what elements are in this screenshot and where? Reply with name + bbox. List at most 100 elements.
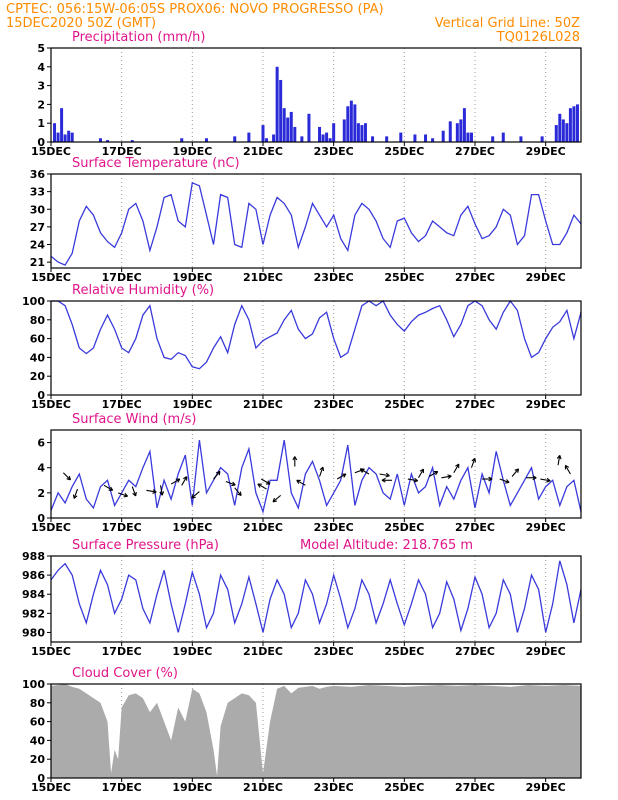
y-tick-label: 4 bbox=[37, 61, 45, 74]
wind-arrow bbox=[540, 477, 551, 483]
precip-bar bbox=[568, 108, 572, 142]
panel-frame bbox=[50, 47, 582, 143]
x-tick-label: 25DEC bbox=[384, 645, 424, 658]
y-tick-label: 4 bbox=[37, 462, 45, 475]
precip-bar bbox=[565, 123, 569, 142]
precip-bar bbox=[318, 126, 322, 142]
y-tick-label: 20 bbox=[30, 370, 46, 383]
x-tick-label: 29DEC bbox=[526, 145, 566, 158]
wind-arrow bbox=[564, 464, 571, 475]
x-tick-label: 29DEC bbox=[526, 781, 566, 794]
precip-bar bbox=[441, 130, 445, 142]
precip-bar bbox=[360, 125, 364, 142]
precip-bar bbox=[60, 108, 64, 142]
x-tick-label: 23DEC bbox=[314, 271, 354, 284]
precip-bar bbox=[519, 136, 523, 142]
panel-title: Surface Wind (m/s) bbox=[72, 412, 196, 427]
wind-arrow bbox=[62, 472, 71, 481]
precip-bar bbox=[346, 106, 350, 142]
precip-bar bbox=[130, 140, 134, 142]
precip-bar bbox=[325, 132, 329, 142]
precip-bar bbox=[371, 136, 375, 142]
wind-arrow bbox=[407, 477, 419, 483]
precip-bar bbox=[491, 136, 495, 142]
x-tick-label: 27DEC bbox=[455, 145, 495, 158]
precip-bar bbox=[67, 130, 71, 142]
header: CPTEC: 056:15W-06:05S PROX06: NOVO PROGR… bbox=[6, 2, 580, 45]
panel-2: Relative Humidity (%) 15DEC 17DEC 19DEC 21DE… bbox=[22, 283, 582, 411]
wind-arrow bbox=[482, 476, 493, 482]
y-tick-label: 33 bbox=[30, 186, 45, 199]
wind-arrow bbox=[159, 485, 165, 496]
precip-bar bbox=[385, 136, 389, 142]
precip-bar bbox=[307, 113, 311, 142]
x-tick-label: 27DEC bbox=[455, 645, 495, 658]
precip-bar bbox=[540, 136, 544, 142]
y-tick-label: 1 bbox=[37, 117, 45, 130]
precip-bar bbox=[342, 119, 346, 142]
wind-arrow bbox=[296, 479, 306, 486]
x-tick-label: 21DEC bbox=[243, 271, 283, 284]
series-line bbox=[50, 560, 582, 633]
y-tick-label: 80 bbox=[30, 697, 46, 710]
y-tick-label: 988 bbox=[22, 550, 45, 563]
x-tick-label: 23DEC bbox=[314, 145, 354, 158]
wind-arrow bbox=[381, 477, 392, 483]
x-tick-label: 19DEC bbox=[172, 398, 212, 411]
wind-arrow bbox=[470, 457, 477, 468]
x-tick-label: 27DEC bbox=[455, 781, 495, 794]
precip-bar bbox=[459, 119, 463, 142]
wind-arrow bbox=[417, 468, 425, 479]
x-tick-label: 15DEC bbox=[31, 145, 71, 158]
precip-bar bbox=[328, 138, 332, 142]
panel-annotation: Model Altitude: 218.765 m bbox=[300, 538, 473, 553]
wind-arrow bbox=[453, 463, 460, 474]
x-tick-label: 29DEC bbox=[526, 398, 566, 411]
panel-3: Surface Wind (m/s) 15DEC 17DEC 19DEC 21DEC 23… bbox=[31, 412, 582, 534]
series-line bbox=[51, 299, 582, 370]
precip-bar bbox=[554, 125, 558, 142]
x-tick-label: 29DEC bbox=[526, 645, 566, 658]
x-tick-label: 17DEC bbox=[102, 145, 142, 158]
header-date: 15DEC2020 50Z (GMT) bbox=[6, 16, 156, 31]
precip-bar bbox=[353, 104, 357, 142]
precip-bar bbox=[272, 134, 276, 142]
wind-arrow bbox=[359, 468, 370, 475]
y-tick-label: 24 bbox=[30, 239, 46, 252]
x-tick-label: 17DEC bbox=[102, 271, 142, 284]
y-tick-label: 986 bbox=[22, 569, 45, 582]
precip-bar bbox=[448, 121, 452, 142]
header-grid-line: Vertical Grid Line: 50Z bbox=[435, 16, 580, 31]
precip-bar bbox=[575, 104, 579, 142]
precip-bar bbox=[261, 125, 265, 142]
y-tick-label: 60 bbox=[30, 716, 46, 729]
wind-arrow bbox=[72, 488, 79, 499]
x-tick-label: 19DEC bbox=[172, 145, 212, 158]
wind-arrow bbox=[441, 474, 452, 479]
panel-frame bbox=[50, 429, 582, 519]
x-tick-label: 21DEC bbox=[243, 398, 283, 411]
wind-arrow bbox=[260, 478, 271, 485]
precip-bar bbox=[282, 108, 286, 142]
precip-bar bbox=[98, 138, 102, 142]
y-tick-label: 0 bbox=[37, 512, 45, 525]
x-tick-label: 15DEC bbox=[31, 781, 71, 794]
panel-frame bbox=[50, 300, 582, 396]
precip-bar bbox=[286, 117, 290, 142]
y-tick-label: 21 bbox=[30, 256, 45, 269]
x-tick-label: 21DEC bbox=[243, 645, 283, 658]
x-tick-label: 23DEC bbox=[314, 645, 354, 658]
y-tick-label: 0 bbox=[37, 136, 45, 149]
precip-bar bbox=[289, 111, 293, 142]
y-tick-label: 20 bbox=[30, 753, 46, 766]
panel-title: Surface Temperature (nC) bbox=[72, 156, 240, 171]
panels: Precipitation (mm/h) 15DEC 17DEC 19DEC 21DEC… bbox=[22, 30, 582, 794]
x-tick-label: 15DEC bbox=[31, 645, 71, 658]
precip-bar bbox=[466, 132, 470, 142]
precip-bar bbox=[424, 134, 428, 142]
x-tick-label: 17DEC bbox=[102, 645, 142, 658]
precip-bar bbox=[321, 134, 325, 142]
panel-frame bbox=[50, 683, 582, 779]
panel-5: Cloud Cover (%) 15DEC 17DEC 19DEC 21DEC 23DEC… bbox=[22, 666, 582, 794]
